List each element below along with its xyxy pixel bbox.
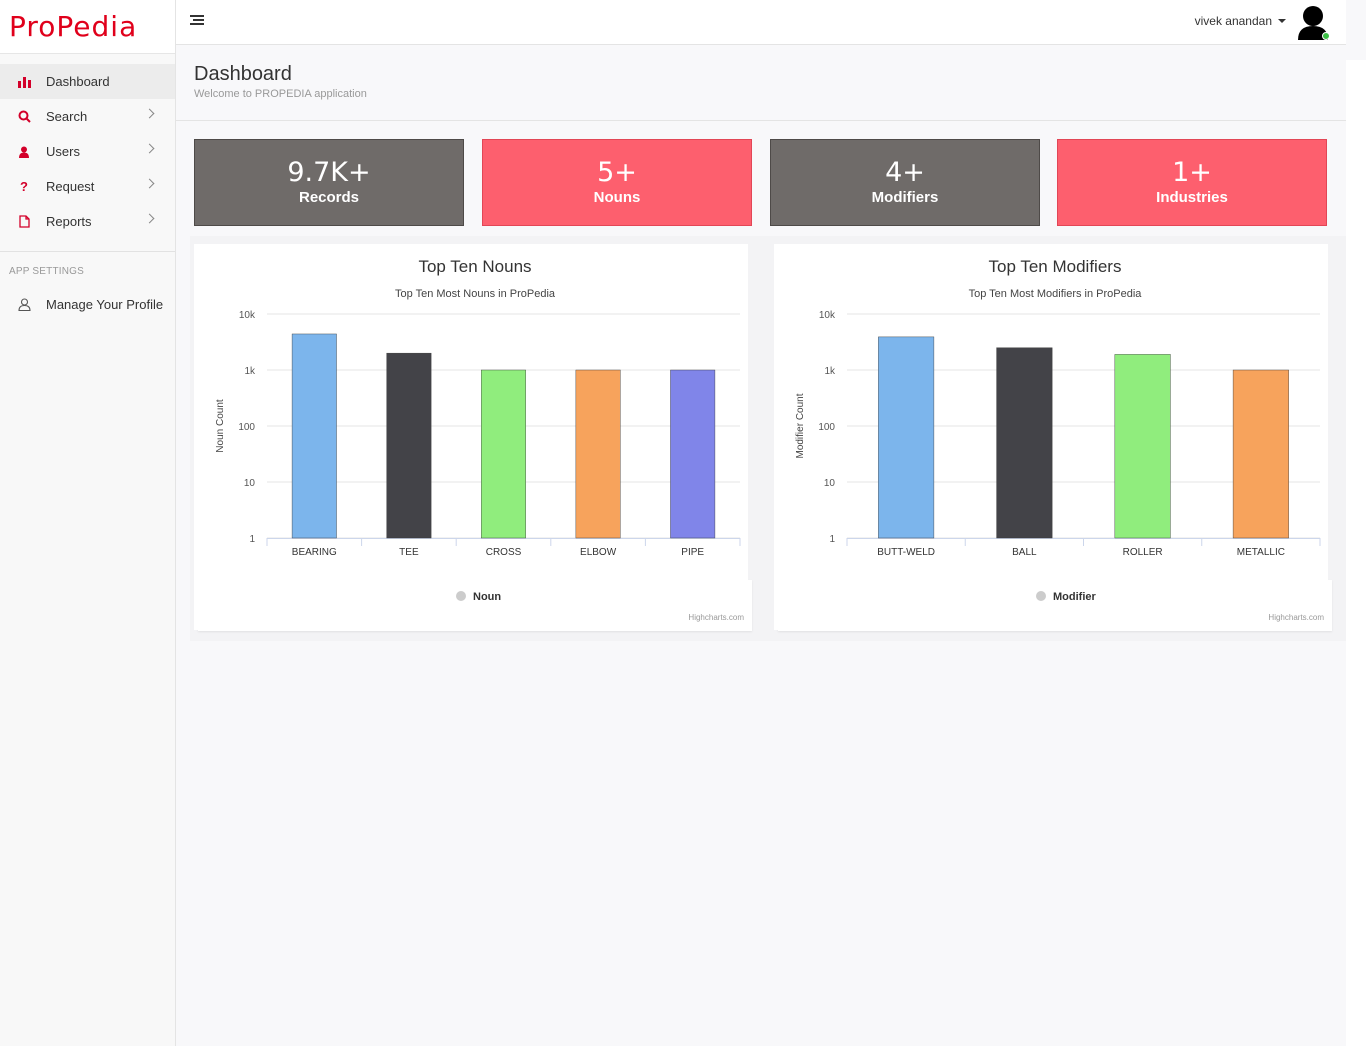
bar-roller [1114, 354, 1171, 539]
caret-down-icon [1278, 19, 1286, 23]
stat-card-industries[interactable]: 1+ Industries [1057, 139, 1327, 226]
chart-title: Top Ten Modifiers [989, 257, 1122, 276]
legend-item: Modifier [1053, 591, 1096, 603]
chevron-right-icon [144, 143, 155, 154]
x-tick-label: ROLLER [1123, 547, 1163, 558]
chevron-right-icon [144, 178, 155, 189]
sidebar-divider [0, 251, 175, 252]
scrollbar-track[interactable] [1346, 60, 1366, 1046]
y-tick-label: 10 [244, 478, 256, 489]
chart-title: Top Ten Nouns [418, 257, 531, 276]
y-tick-label: 1 [249, 534, 255, 545]
x-tick-label: METALLIC [1237, 547, 1285, 558]
modifiers-chart: Top Ten Modifiers Top Ten Most Modifiers … [795, 257, 1324, 622]
bar-bearing [291, 333, 337, 539]
y-tick-label: 100 [818, 422, 835, 433]
sidebar-item-search[interactable]: Search [0, 99, 175, 134]
logo[interactable]: ProPedia [0, 0, 175, 54]
chart-subtitle: Top Ten Most Nouns in ProPedia [395, 288, 556, 300]
x-tick-label: BALL [1012, 547, 1037, 558]
bar-pipe [670, 369, 716, 539]
sidebar-nav: Dashboard Search Users ? Request Reports [0, 54, 175, 239]
stat-card-modifiers[interactable]: 4+ Modifiers [770, 139, 1040, 226]
chevron-right-icon [144, 108, 155, 119]
user-name: vivek anandan [1194, 14, 1272, 28]
stat-card-records[interactable]: 9.7K+ Records [194, 139, 464, 226]
stat-card-nouns[interactable]: 5+ Nouns [482, 139, 752, 226]
stat-label: Modifiers [871, 189, 939, 206]
logo-part-1: Pro [9, 10, 57, 43]
y-tick-label: 10k [819, 310, 836, 321]
page-subtitle: Welcome to PROPEDIA application [194, 88, 367, 100]
y-tick-label: 100 [238, 422, 255, 433]
search-icon [17, 110, 31, 124]
y-axis-label: Noun Count [215, 399, 226, 453]
sidebar-item-reports[interactable]: Reports [0, 204, 175, 239]
y-tick-label: 10 [824, 478, 836, 489]
user-icon [17, 145, 31, 159]
y-axis-label: Modifier Count [795, 393, 806, 458]
page-title: Dashboard [194, 63, 292, 85]
question-icon: ? [20, 179, 28, 194]
sidebar-item-request[interactable]: ? Request [0, 169, 175, 204]
bar-butt-weld [878, 336, 935, 539]
stat-label: Industries [1156, 189, 1228, 206]
logo-part-2: Pedia [56, 10, 138, 43]
bar-tee [386, 352, 432, 539]
chart-credits: Highcharts.com [1268, 613, 1324, 622]
y-tick-label: 10k [239, 310, 256, 321]
legend-marker [456, 591, 466, 601]
x-tick-label: TEE [399, 547, 419, 558]
x-tick-label: PIPE [681, 547, 704, 558]
modifiers-chart-card: Top Ten Modifiers Top Ten Most Modifiers … [774, 244, 1328, 630]
y-tick-label: 1 [829, 534, 835, 545]
chart-credits: Highcharts.com [688, 613, 744, 622]
top-bar: vivek anandan [176, 0, 1346, 45]
online-status-icon [1322, 32, 1330, 40]
sidebar-item-dashboard[interactable]: Dashboard [0, 64, 175, 99]
y-tick-label: 1k [244, 366, 256, 377]
chart-subtitle: Top Ten Most Modifiers in ProPedia [969, 288, 1143, 300]
sidebar-item-label: Reports [46, 214, 92, 229]
stat-label: Records [298, 189, 360, 206]
x-tick-label: ELBOW [580, 547, 617, 558]
sidebar-item-label: Users [46, 144, 80, 159]
x-tick-label: BUTT-WELD [877, 547, 935, 558]
menu-toggle-icon[interactable] [190, 15, 204, 26]
legend-item: Noun [473, 591, 501, 603]
x-tick-label: BEARING [292, 547, 337, 558]
stat-value: 1+ [1172, 157, 1212, 188]
legend-marker [1036, 591, 1046, 601]
stat-label: Nouns [593, 189, 641, 206]
avatar[interactable] [1296, 4, 1330, 40]
page-header: Dashboard Welcome to PROPEDIA applicatio… [176, 46, 1346, 121]
sidebar-item-manage-profile[interactable]: Manage Your Profile [0, 291, 175, 317]
stat-value: 4+ [885, 157, 925, 188]
user-menu[interactable]: vivek anandan [1195, 14, 1286, 28]
app-settings-label: APP SETTINGS [9, 266, 85, 277]
stat-value: 5+ [597, 157, 637, 188]
bar-elbow [575, 369, 621, 539]
sidebar-item-users[interactable]: Users [0, 134, 175, 169]
document-icon [17, 215, 31, 229]
sidebar-item-label: Manage Your Profile [46, 296, 164, 312]
nouns-chart: Top Ten Nouns Top Ten Most Nouns in ProPe… [215, 257, 744, 622]
stat-value: 9.7K+ [287, 157, 371, 188]
bar-ball [996, 347, 1053, 539]
y-tick-label: 1k [824, 366, 836, 377]
sidebar-item-label: Search [46, 109, 88, 124]
nouns-chart-card: Top Ten Nouns Top Ten Most Nouns in ProPe… [194, 244, 748, 630]
x-tick-label: CROSS [486, 547, 522, 558]
sidebar-item-label: Request [46, 179, 95, 194]
sidebar: ProPedia Dashboard Search Users ? Reques… [0, 0, 176, 1046]
sidebar-item-label: Dashboard [46, 74, 110, 89]
bar-chart-icon [17, 75, 31, 89]
user-outline-icon [17, 297, 31, 311]
chevron-right-icon [144, 213, 155, 224]
bar-cross [481, 369, 526, 539]
bar-metallic [1232, 369, 1289, 539]
